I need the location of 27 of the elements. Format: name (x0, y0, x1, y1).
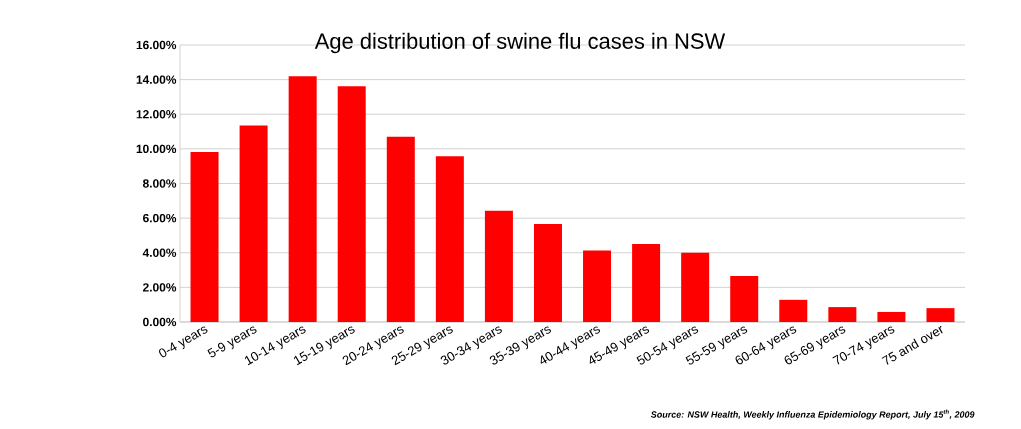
bar (288, 76, 317, 322)
bar (435, 156, 464, 322)
y-tick-label: 14.00% (136, 75, 177, 84)
bar (484, 210, 513, 322)
y-tick-label: 8.00% (142, 179, 177, 188)
y-tick-label: 4.00% (142, 248, 177, 257)
y-tick-label: 10.00% (136, 144, 177, 154)
bar (877, 311, 906, 322)
y-tick-label: 12.00% (136, 110, 177, 119)
bar (632, 244, 661, 322)
bar (730, 275, 759, 322)
bar (828, 307, 857, 322)
bar (681, 252, 710, 322)
bar (239, 125, 268, 322)
chart-title: Age distribution of swine flu cases in NSW (314, 32, 726, 54)
bar (386, 136, 415, 322)
bar (190, 151, 219, 322)
y-tick-label: 16.00% (136, 40, 177, 50)
bar (583, 250, 612, 322)
text: Source: NSW Health, Weekly Influenza Epidemiology Report, July 15$^{th}$, 2009 (650, 409, 975, 420)
bar (337, 86, 366, 322)
bar (926, 308, 955, 322)
bar (533, 224, 562, 322)
bar (779, 299, 808, 322)
y-tick-label: 0.00% (143, 317, 177, 327)
y-tick-label: 6.00% (143, 213, 177, 223)
y-tick-label: 2.00% (143, 283, 177, 292)
